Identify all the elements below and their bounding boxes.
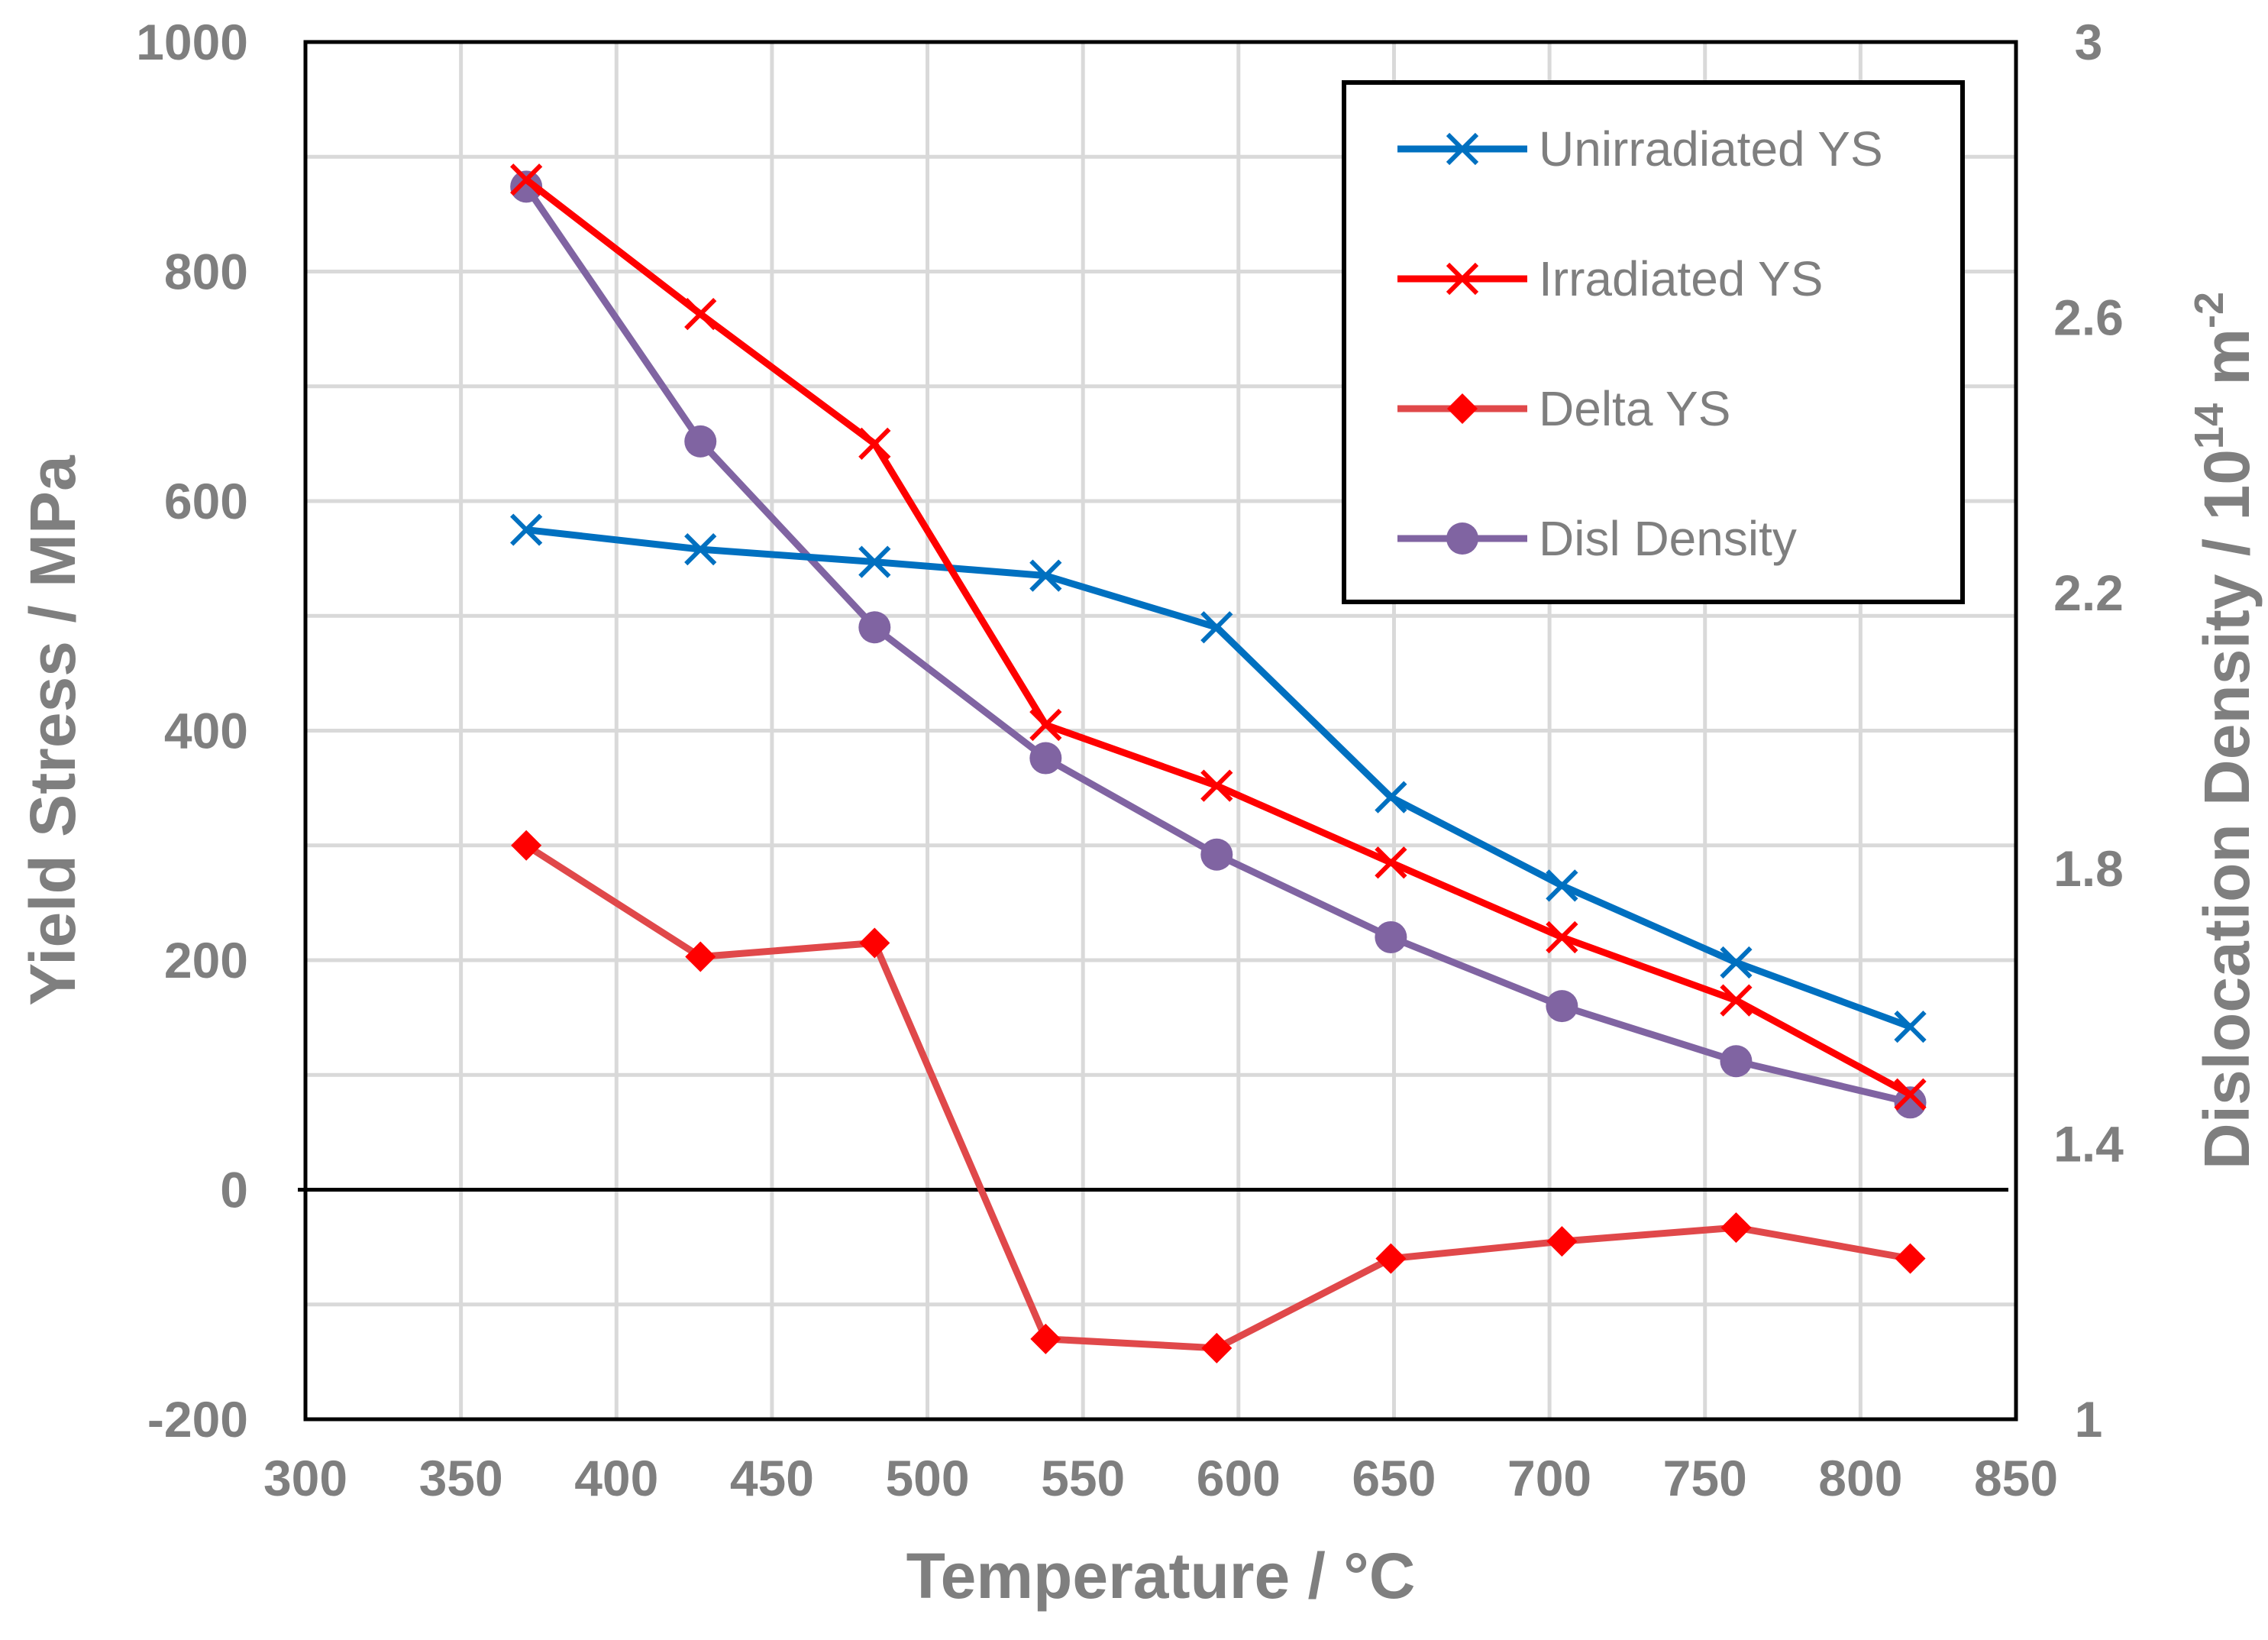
x-tick-label: 350: [419, 1450, 503, 1506]
data-point: [858, 611, 891, 644]
y-tick-label: 600: [164, 473, 248, 529]
legend-label: Irradiated YS: [1539, 251, 1823, 306]
y-tick-label: 0: [220, 1162, 248, 1218]
data-point: [1029, 708, 1062, 742]
data-point: [1895, 1243, 1926, 1274]
x-tick-label: 600: [1197, 1450, 1281, 1506]
data-point: [1546, 990, 1578, 1023]
y-axis-title: Yield Stress / MPa: [17, 454, 89, 1006]
series-unirradiated-ys: [510, 513, 1927, 1043]
data-point: [1029, 742, 1062, 775]
data-point: [1200, 611, 1233, 644]
series-disl-density: [510, 170, 1927, 1119]
data-point: [684, 532, 717, 566]
legend-item: Irradiated YS: [1397, 251, 1823, 306]
x-tick-label: 400: [574, 1450, 658, 1506]
data-point: [1546, 869, 1578, 902]
data-point: [1546, 920, 1578, 954]
y2-tick-label: 1: [2075, 1391, 2103, 1448]
data-point: [684, 297, 717, 331]
series-irradiated-ys: [510, 163, 1927, 1111]
y2-tick-label: 2.2: [2053, 564, 2124, 621]
data-point: [1720, 1212, 1752, 1244]
data-point: [510, 163, 543, 196]
legend-item: Delta YS: [1397, 381, 1730, 436]
x-tick-label: 500: [885, 1450, 969, 1506]
data-point: [1201, 1332, 1233, 1363]
data-point: [1720, 1045, 1753, 1078]
y2-tick-label: 3: [2075, 14, 2103, 70]
x-tick-label: 850: [1974, 1450, 2058, 1506]
legend: Unirradiated YS Irradiated YS Delta YS Disl…: [1342, 80, 1965, 604]
x-tick-label: 700: [1507, 1450, 1591, 1506]
x-tick-label: 550: [1041, 1450, 1125, 1506]
y-tick-label: -200: [147, 1391, 248, 1448]
data-point: [1894, 1086, 1927, 1119]
y2-tick-label: 1.4: [2053, 1115, 2124, 1172]
series-line: [524, 842, 1911, 1352]
data-point: [1546, 1226, 1578, 1257]
y-tick-label: 800: [164, 244, 248, 300]
data-point: [1894, 1011, 1927, 1043]
data-point: [858, 545, 891, 578]
data-point: [1375, 781, 1407, 814]
data-point: [1894, 1078, 1927, 1111]
data-point: [510, 170, 543, 203]
data-point: [1029, 559, 1062, 592]
data-point: [1200, 838, 1233, 871]
x-tick-label: 750: [1663, 1450, 1747, 1506]
data-point: [1720, 984, 1753, 1017]
y-tick-label: 200: [164, 932, 248, 988]
series-layer: [510, 163, 1927, 1363]
x-tick-label: 650: [1352, 1450, 1436, 1506]
data-point: [1200, 769, 1233, 802]
legend-marker: [1446, 132, 1479, 166]
data-point: [1375, 920, 1407, 953]
legend-label: Unirradiated YS: [1539, 121, 1883, 176]
data-point: [858, 427, 891, 460]
x-tick-label: 300: [263, 1450, 347, 1506]
data-point: [1720, 946, 1753, 979]
data-point: [1375, 846, 1407, 879]
y2-tick-label: 2.6: [2053, 290, 2124, 346]
data-point: [1030, 1323, 1061, 1354]
data-point: [685, 941, 716, 972]
legend-marker: [1446, 262, 1479, 296]
data-point: [1375, 1243, 1407, 1274]
y-tick-label: 1000: [136, 14, 248, 70]
y2-tick-label: 1.8: [2053, 840, 2124, 897]
data-point: [859, 927, 890, 959]
tick-labels: 300 350 400 450 500 550 600 650 700 750 800 850 -200…: [136, 14, 2124, 1506]
x-tick-label: 450: [730, 1450, 814, 1506]
series-delta-ys: [511, 830, 1926, 1363]
x-axis-title: Temperature / °C: [906, 1540, 1416, 1612]
legend-label: Delta YS: [1539, 381, 1730, 436]
legend-marker: [1446, 522, 1478, 555]
y2-axis-title: Dislocation Density / 1014 m-2: [2186, 292, 2263, 1169]
y-tick-label: 400: [164, 703, 248, 759]
legend-label: Disl Density: [1539, 511, 1797, 566]
legend-item: Disl Density: [1397, 511, 1797, 566]
legend-box: [1342, 80, 1965, 604]
x-tick-label: 800: [1818, 1450, 1902, 1506]
data-point: [684, 425, 717, 458]
legend-item: Unirradiated YS: [1397, 121, 1883, 176]
data-point: [511, 830, 542, 861]
legend-marker: [1447, 393, 1478, 424]
plot-frame: [303, 40, 2018, 1422]
data-point: [510, 513, 543, 546]
